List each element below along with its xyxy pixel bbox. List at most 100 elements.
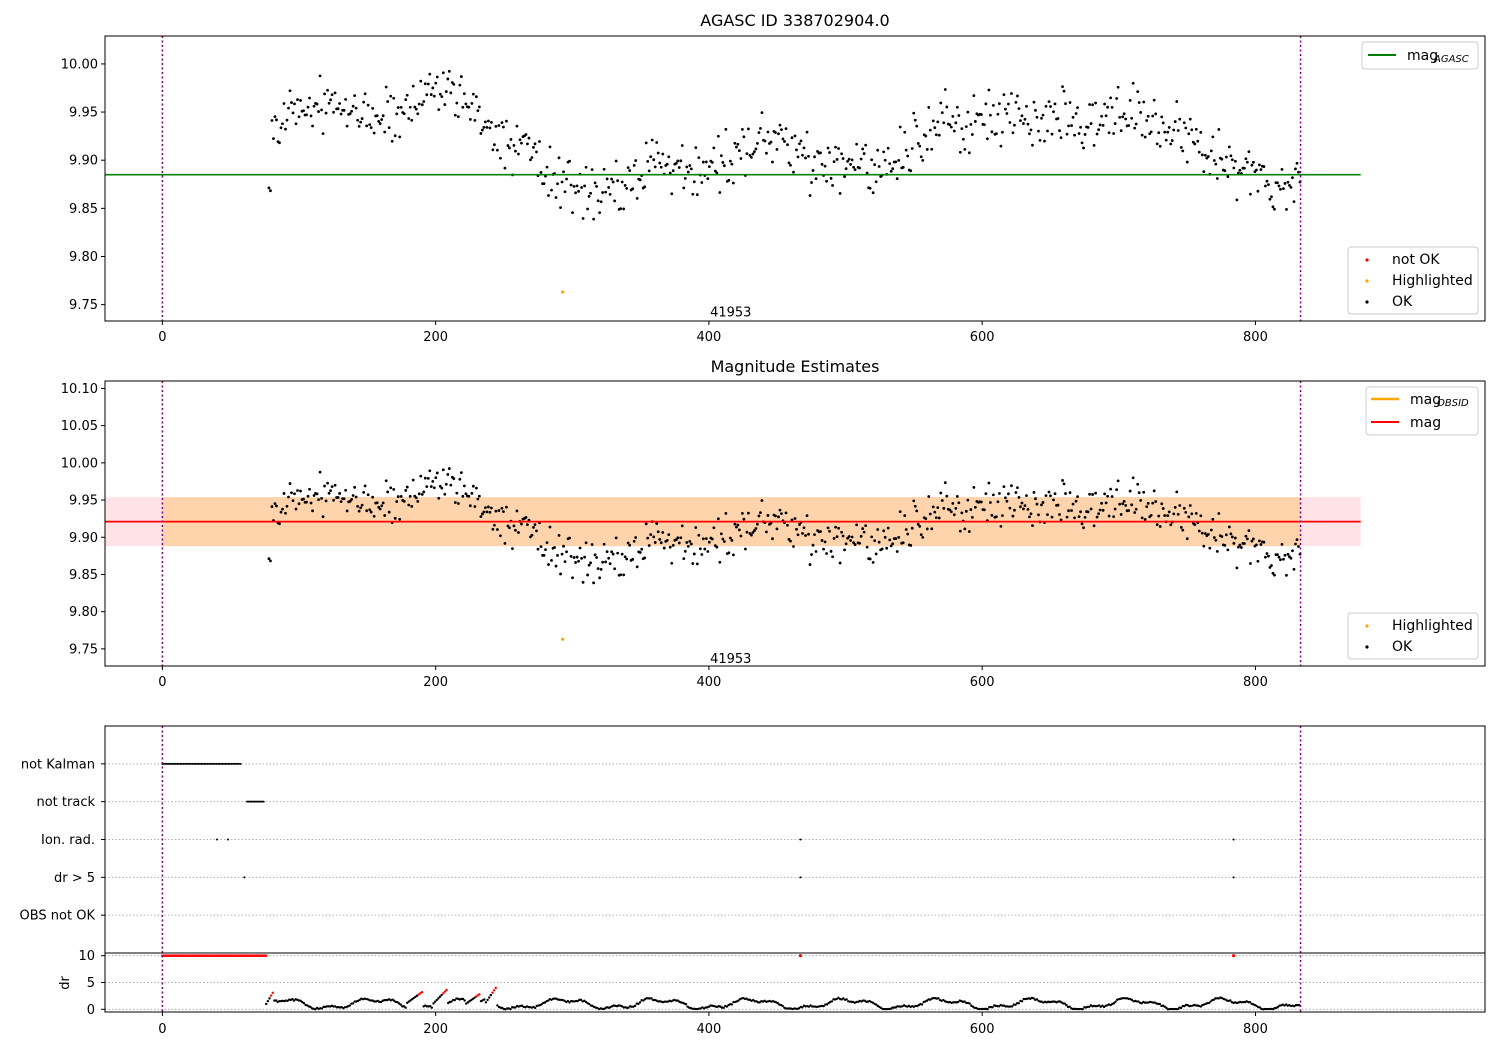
dr-point	[638, 1001, 642, 1004]
p2-ok-point	[327, 491, 331, 495]
dr-point	[1032, 997, 1035, 1000]
p2-ok-point	[494, 509, 498, 513]
p2-ok-point	[802, 526, 806, 530]
p1-ok-point	[309, 114, 313, 118]
p1-ok-point	[685, 165, 689, 169]
p1-ok-point	[937, 133, 941, 137]
flag-point	[216, 762, 219, 765]
p1-ok-point	[482, 126, 486, 129]
p2-xtick-label: 400	[697, 675, 722, 690]
p2-ok-point	[560, 552, 564, 556]
p2-ok-point	[949, 510, 953, 514]
p2-ok-point	[305, 500, 308, 504]
p2-ok-point	[428, 469, 432, 473]
p1-ok-point	[447, 69, 451, 73]
p1-ok-point	[1217, 128, 1221, 131]
p1-ok-point	[502, 125, 505, 129]
dr-point	[514, 1006, 517, 1009]
p1-ok-point	[626, 166, 630, 169]
p1-ok-point	[404, 98, 408, 102]
p1-ok-point	[586, 207, 589, 211]
p2-ok-point	[308, 487, 311, 491]
p2-ok-point	[499, 534, 502, 538]
p1-ok-point	[1034, 108, 1037, 112]
p2-ok-point	[514, 528, 517, 532]
p2-ok-point	[707, 540, 711, 544]
p2-ok-point	[607, 556, 611, 560]
p2-ok-point	[1188, 504, 1192, 507]
p1-ok-point	[468, 117, 472, 121]
p2-ok-point	[536, 547, 540, 551]
p1-ok-point	[1013, 123, 1016, 127]
p2-ok-point	[864, 524, 868, 527]
p2-ok-point	[1035, 502, 1039, 506]
p1-ok-point	[1103, 102, 1107, 106]
p1-ok-point	[613, 199, 617, 203]
p2-ok-point	[282, 492, 286, 495]
p2-ok-point	[321, 515, 325, 519]
p1-ok-point	[740, 127, 744, 131]
dr-point	[942, 998, 945, 1002]
p2-ok-point	[969, 508, 973, 511]
dr-tick-label: 5	[87, 976, 95, 991]
p1-ok-point	[1004, 107, 1007, 111]
p2-ok-point	[1151, 501, 1155, 505]
p2-ok-point	[1124, 504, 1128, 507]
flag-point	[186, 762, 189, 765]
flag-point	[1232, 876, 1235, 879]
p2-ok-point	[614, 536, 618, 540]
p1-ok-point	[862, 152, 866, 155]
p2-ok-point	[1211, 517, 1215, 521]
p1-ok-point	[793, 134, 797, 138]
p1-ok-point	[1019, 119, 1022, 123]
p2-ok-point	[928, 512, 932, 516]
p2-ok-point	[683, 549, 687, 553]
flag-point	[252, 800, 255, 803]
p2-ok-point	[452, 477, 456, 481]
flag-point	[799, 838, 802, 841]
p2-ok-point	[904, 528, 908, 531]
p2-ok-point	[798, 523, 801, 526]
p2-ok-point	[1276, 553, 1279, 557]
p1-ok-point	[577, 189, 580, 193]
p1-ok-point	[396, 106, 400, 109]
p1-ok-point	[635, 197, 639, 200]
p2-ok-point	[912, 499, 916, 503]
panel2-data-layer	[105, 381, 1361, 666]
p2-ok-point	[784, 511, 788, 515]
p2-ok-point	[553, 546, 556, 549]
p1-ok-point	[1250, 163, 1254, 167]
p2-ok-point	[655, 522, 659, 525]
flag-point	[256, 800, 259, 803]
p2-ok-point	[595, 556, 599, 559]
p1-ok-point	[393, 134, 397, 138]
p2-ok-point	[581, 580, 585, 584]
p2-ok-point	[1146, 501, 1150, 505]
flag-point	[224, 762, 227, 765]
p2-ok-point	[477, 494, 481, 498]
p1-ok-point	[969, 122, 973, 126]
p2-ok-point	[1128, 489, 1132, 493]
p2-ok-point	[1181, 528, 1185, 532]
p1-ok-point	[1011, 131, 1015, 135]
p2-ok-point	[479, 515, 483, 518]
p1-ok-point	[1041, 113, 1045, 117]
p2-ok-point	[649, 533, 653, 536]
p1-ok-point	[852, 165, 856, 169]
p2-ok-point	[267, 557, 271, 561]
p2-ok-point	[659, 541, 663, 545]
dr-point	[1014, 1003, 1017, 1006]
p1-ok-point	[1052, 110, 1055, 114]
p2-ok-point	[408, 494, 412, 498]
p1-ok-point	[1110, 106, 1114, 109]
p1-ok-point	[771, 160, 774, 164]
p2-ok-point	[1193, 523, 1197, 527]
dr-point	[825, 1003, 829, 1006]
dr-point	[1276, 1005, 1280, 1009]
p2-ok-point	[563, 560, 567, 564]
p1-ok-point	[700, 181, 704, 184]
flag-point	[233, 762, 236, 765]
p1-ok-point	[874, 180, 878, 184]
p1-ok-point	[509, 137, 513, 141]
p2-ok-point	[496, 528, 499, 531]
